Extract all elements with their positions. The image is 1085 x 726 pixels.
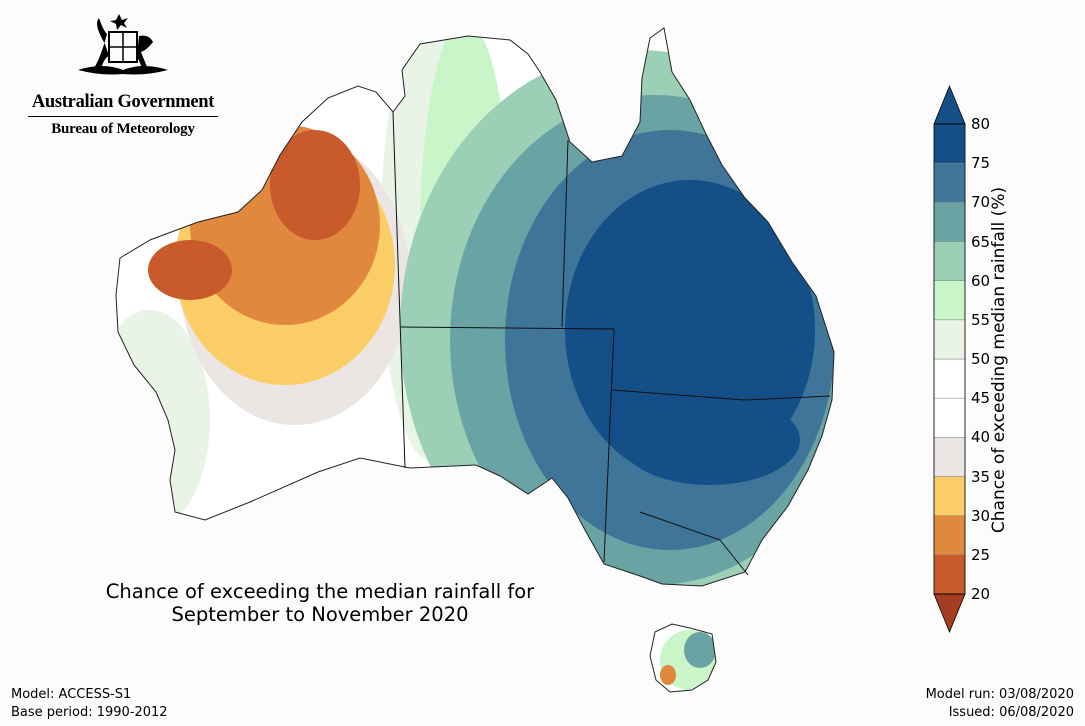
map-title: Chance of exceeding the median rainfall … [60, 580, 580, 626]
colorbar-tick-35: 35 [971, 467, 991, 486]
colorbar [933, 84, 966, 634]
tasmania-coastline [649, 623, 717, 693]
colorbar-segment-70-75 [933, 162, 966, 203]
base-period: Base period: 1990-2012 [11, 705, 168, 720]
colorbar-tick-55: 55 [971, 310, 991, 329]
colorbar-outline [933, 123, 966, 595]
colorbar-segment-45-50 [933, 358, 966, 399]
issue-info: Model run: 03/08/2020 Issued: 06/08/2020 [926, 686, 1074, 722]
region-pilbara-25-30 [270, 130, 360, 240]
colorbar-tick-25: 25 [971, 545, 991, 564]
colorbar-segment-55-60 [933, 280, 966, 321]
colorbar-segment-25-30 [933, 515, 966, 556]
model-info: Model: ACCESS-S1 Base period: 1990-2012 [11, 686, 168, 722]
map-title-line2: September to November 2020 [171, 603, 469, 626]
region-pilbara-west-25-30 [148, 240, 232, 300]
colorbar-tick-80: 80 [971, 115, 991, 133]
colorbar-segment-20-25 [933, 554, 966, 595]
colorbar-arrow-top [933, 84, 966, 125]
colorbar-tick-30: 30 [971, 506, 991, 525]
colorbar-segment-35-40 [933, 437, 966, 477]
region-tasmania-south-west [660, 665, 676, 685]
colorbar-tick-70: 70 [971, 193, 991, 212]
logo-divider [28, 116, 218, 117]
issued-date: Issued: 06/08/2020 [948, 705, 1074, 720]
colorbar-segment-40-45 [933, 397, 966, 438]
state-borders [392, 111, 831, 576]
colorbar-tick-45: 45 [971, 389, 991, 408]
colorbar-tick-75: 75 [971, 154, 991, 173]
government-name: Australian Government [31, 92, 215, 112]
colorbar-tick-50: 50 [971, 350, 991, 368]
colorbar-segment-50-55 [933, 319, 966, 360]
coat-of-arms-icon [78, 14, 168, 75]
colorbar-tick-20: 20 [971, 585, 991, 603]
bureau-name: Bureau of Meteorology [51, 121, 195, 137]
colorbar-tick-40: 40 [971, 428, 991, 447]
colorbar-segment-65-70 [933, 202, 966, 242]
colorbar-arrow-bottom [933, 593, 966, 634]
colorbar-tick-65: 65 [971, 232, 991, 251]
model-name: Model: ACCESS-S1 [11, 687, 132, 702]
colorbar-segment-60-65 [933, 241, 966, 281]
region-tasmania-70-75 [684, 632, 716, 668]
region-nsw-80-plus [620, 395, 800, 485]
colorbar-label: Chance of exceeding median rainfall (%) [989, 186, 1009, 534]
agency-logo: Australian Government Bureau of Meteorol… [18, 8, 228, 138]
model-run-date: Model run: 03/08/2020 [925, 687, 1074, 702]
colorbar-segment-75-80 [933, 123, 966, 164]
map-title-line1: Chance of exceeding the median rainfall … [105, 580, 535, 603]
colorbar-tick-60: 60 [971, 271, 991, 290]
colorbar-segment-30-35 [933, 476, 966, 516]
